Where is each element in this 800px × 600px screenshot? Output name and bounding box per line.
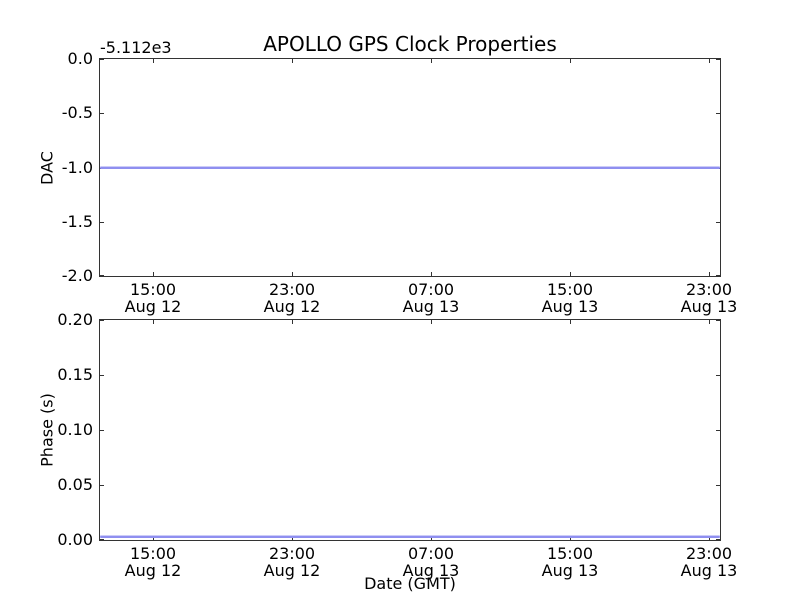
- y-tick-label: -1.5: [61, 211, 93, 231]
- y-tick-mark: [100, 430, 104, 431]
- x-tick-mark: [153, 59, 154, 63]
- data-line-phase: [100, 535, 720, 538]
- top-subplot-dac: [99, 58, 721, 277]
- x-tick-mark: [570, 59, 571, 63]
- x-tick-label: 23:00 Aug 12: [247, 281, 337, 315]
- y-tick-mark: [716, 320, 720, 321]
- y-tick-label: 0.15: [57, 365, 93, 384]
- x-tick-label: 15:00 Aug 13: [525, 281, 615, 315]
- y-tick-mark: [100, 222, 104, 223]
- x-tick-mark: [153, 272, 154, 276]
- y-tick-label: -2.0: [61, 266, 93, 285]
- x-axis-label: Date (GMT): [364, 574, 456, 593]
- y-tick-label: 0.00: [57, 530, 93, 549]
- y-tick-mark: [716, 222, 720, 223]
- x-tick-time: 07:00: [407, 280, 455, 299]
- x-tick-mark: [570, 320, 571, 324]
- y-tick-mark: [716, 275, 720, 276]
- x-tick-mark: [292, 59, 293, 63]
- y-tick-mark: [100, 168, 104, 169]
- y-tick-mark: [716, 113, 720, 114]
- x-tick-time: 15:00: [129, 544, 177, 563]
- y-tick-mark: [716, 485, 720, 486]
- y-tick-mark: [100, 59, 104, 60]
- y-tick-label: -1.0: [61, 157, 93, 177]
- x-tick-mark: [292, 320, 293, 324]
- x-tick-mark: [570, 272, 571, 276]
- x-tick-label: 15:00 Aug 12: [108, 281, 198, 315]
- x-tick-time: 23:00: [685, 544, 733, 563]
- x-tick-time: 23:00: [268, 280, 316, 299]
- y-tick-mark: [100, 375, 104, 376]
- x-tick-mark: [709, 320, 710, 324]
- x-tick-mark: [709, 536, 710, 540]
- y-axis-offset-text: -5.112e3: [100, 38, 172, 57]
- x-tick-date: Aug 13: [402, 561, 460, 580]
- y-tick-mark: [716, 539, 720, 540]
- x-tick-mark: [153, 320, 154, 324]
- x-tick-date: Aug 12: [124, 297, 182, 316]
- x-tick-mark: [431, 536, 432, 540]
- x-tick-mark: [570, 536, 571, 540]
- x-tick-label: 07:00 Aug 13: [386, 545, 476, 579]
- y-tick-label: 0.0: [67, 49, 93, 68]
- x-tick-mark: [431, 59, 432, 63]
- x-tick-mark: [153, 536, 154, 540]
- x-tick-date: Aug 13: [680, 561, 738, 580]
- x-tick-mark: [431, 272, 432, 276]
- y-tick-label: 0.10: [57, 420, 93, 439]
- x-tick-time: 23:00: [268, 544, 316, 563]
- data-line-dac: [100, 166, 720, 169]
- x-tick-time: 15:00: [546, 544, 594, 563]
- x-tick-time: 23:00: [685, 280, 733, 299]
- x-tick-mark: [709, 59, 710, 63]
- bottom-subplot-phase: [99, 319, 721, 541]
- y-tick-mark: [716, 59, 720, 60]
- x-tick-date: Aug 13: [680, 297, 738, 316]
- x-tick-label: 23:00 Aug 13: [664, 281, 754, 315]
- x-tick-mark: [431, 320, 432, 324]
- y-tick-label: 0.05: [57, 475, 93, 494]
- x-tick-date: Aug 13: [541, 561, 599, 580]
- x-tick-mark: [709, 272, 710, 276]
- y-tick-label: -0.5: [61, 103, 93, 123]
- x-tick-mark: [292, 272, 293, 276]
- x-tick-date: Aug 12: [124, 561, 182, 580]
- y-tick-mark: [100, 485, 104, 486]
- x-tick-label: 15:00 Aug 13: [525, 545, 615, 579]
- y-tick-mark: [716, 375, 720, 376]
- y-tick-mark: [716, 430, 720, 431]
- x-tick-date: Aug 13: [402, 297, 460, 316]
- x-tick-label: 15:00 Aug 12: [108, 545, 198, 579]
- y-tick-mark: [100, 539, 104, 540]
- y-tick-mark: [100, 320, 104, 321]
- x-tick-label: 23:00 Aug 12: [247, 545, 337, 579]
- x-tick-time: 07:00: [407, 544, 455, 563]
- x-tick-mark: [292, 536, 293, 540]
- x-tick-date: Aug 12: [263, 297, 321, 316]
- chart-title: APOLLO GPS Clock Properties: [263, 32, 557, 56]
- x-tick-time: 15:00: [546, 280, 594, 299]
- x-tick-date: Aug 12: [263, 561, 321, 580]
- x-tick-label: 07:00 Aug 13: [386, 281, 476, 315]
- x-tick-label: 23:00 Aug 13: [664, 545, 754, 579]
- y-tick-mark: [100, 275, 104, 276]
- y-tick-mark: [100, 113, 104, 114]
- y-tick-label: 0.20: [57, 310, 93, 329]
- x-tick-time: 15:00: [129, 280, 177, 299]
- x-tick-date: Aug 13: [541, 297, 599, 316]
- y-tick-mark: [716, 168, 720, 169]
